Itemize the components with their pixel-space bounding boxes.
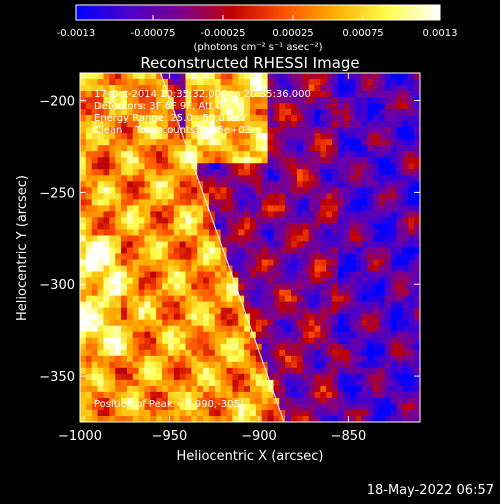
annotation-clean-counts: Clean Total counts: 2.65e+03 [94, 125, 251, 136]
y-axis-label: Heliocentric Y (arcsec) [15, 175, 30, 321]
colorbar-tick-label: 0.00075 [342, 28, 383, 39]
solar-limb-line [160, 73, 285, 422]
y-tick-label: −200 [39, 95, 75, 110]
x-tick-label: −950 [152, 429, 188, 444]
y-axis-ticks: −200 −250 −300 −350 [39, 95, 420, 385]
colorbar-tick-label: -0.00025 [201, 28, 246, 39]
colorbar-ticks: -0.0013 -0.00075 -0.00025 0.00025 0.00075 0.0… [57, 15, 458, 39]
colorbar-tick-label: -0.0013 [57, 28, 96, 39]
annotation-time-range: 17-Oct-2014 20:35:32.000 to 20:35:36.000 [94, 89, 311, 100]
x-axis-label: Heliocentric X (arcsec) [177, 449, 324, 464]
heatmap-image [80, 73, 420, 422]
colorbar-tick-label: 0.0013 [423, 28, 458, 39]
plot-frame [79, 72, 421, 423]
y-tick-label: −350 [39, 370, 75, 385]
annotation-energy-range: Energy Range: 25.0 - 50.0 keV [94, 113, 247, 124]
colorbar-tick-label: 0.00025 [272, 28, 313, 39]
y-tick-label: −300 [39, 278, 75, 293]
annotation-detectors: Detectors: 3F 6F 9F, Att 0 [94, 101, 222, 112]
x-tick-label: −850 [331, 429, 367, 444]
colorbar-unit-label: (photons cm⁻² s⁻¹ asec⁻²) [193, 42, 322, 53]
colorbar-tick-label: -0.00075 [131, 28, 176, 39]
y-tick-label: −250 [39, 186, 75, 201]
x-tick-label: −900 [241, 429, 277, 444]
x-axis-ticks: −1000 −950 −900 −850 [58, 73, 366, 444]
chart-title: Reconstructed RHESSI Image [140, 54, 359, 72]
x-tick-label: −1000 [58, 429, 102, 444]
annotation-peak-position: Position of Peak = [-990,-305] [94, 399, 244, 410]
colorbar [75, 4, 441, 21]
footer-timestamp: 18-May-2022 06:57 [367, 483, 494, 498]
